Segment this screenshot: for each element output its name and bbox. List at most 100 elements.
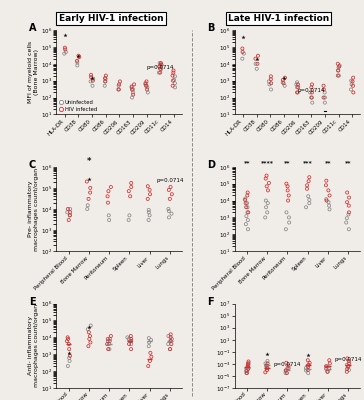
Legend: Uninfected, HIV infected: Uninfected, HIV infected — [59, 100, 97, 112]
Point — [306, 178, 312, 184]
Point — [106, 217, 112, 223]
Point — [65, 336, 71, 342]
Point — [66, 341, 72, 347]
Point — [126, 336, 132, 342]
Point — [107, 338, 112, 344]
Point — [129, 94, 135, 101]
Point — [166, 333, 171, 339]
Point — [84, 206, 90, 212]
Point — [128, 336, 134, 342]
Point — [281, 74, 287, 81]
Point — [172, 80, 178, 86]
Point — [168, 338, 174, 344]
Point — [346, 209, 352, 216]
Point — [345, 211, 351, 218]
Point — [144, 86, 150, 93]
Point — [284, 370, 290, 376]
Point — [105, 200, 111, 206]
Point — [67, 358, 72, 364]
Point — [326, 202, 332, 209]
Point — [107, 346, 112, 352]
Point — [168, 331, 174, 338]
Point — [62, 50, 67, 57]
Point — [285, 183, 290, 190]
Point — [170, 72, 175, 79]
Point — [268, 73, 274, 80]
Point — [86, 196, 91, 202]
Text: Early HIV-1 infection: Early HIV-1 infection — [59, 14, 163, 23]
Point — [167, 338, 173, 344]
Point — [67, 209, 73, 216]
Text: p=0.0714: p=0.0714 — [274, 362, 301, 367]
Text: p=0.0714: p=0.0714 — [335, 357, 362, 362]
Point — [108, 333, 114, 339]
Point — [165, 341, 171, 347]
Point — [170, 70, 176, 76]
Point — [307, 360, 313, 366]
Point — [335, 72, 341, 79]
Point — [106, 212, 112, 218]
Point — [168, 184, 174, 190]
Point — [295, 89, 301, 96]
Point — [130, 91, 136, 98]
Point — [87, 185, 93, 191]
Point — [323, 363, 329, 370]
Point — [145, 89, 151, 96]
Point — [244, 370, 249, 376]
Point — [305, 352, 310, 358]
Point — [305, 193, 311, 200]
Point — [264, 362, 270, 369]
Point — [67, 206, 73, 212]
Point — [105, 346, 111, 352]
Point — [245, 226, 251, 232]
Point — [87, 336, 92, 342]
Point — [102, 78, 108, 85]
Point — [65, 363, 71, 369]
Point — [146, 207, 152, 213]
Point — [264, 183, 270, 190]
Point — [327, 357, 332, 364]
Point — [242, 196, 248, 202]
Point — [66, 346, 72, 352]
Point — [322, 100, 328, 106]
Point — [147, 212, 153, 218]
Point — [157, 63, 162, 70]
Point — [88, 72, 94, 78]
Point — [126, 217, 131, 223]
Point — [321, 94, 327, 101]
Point — [171, 77, 177, 83]
Point — [322, 94, 328, 101]
Point — [66, 350, 71, 356]
Point — [253, 56, 258, 62]
Point — [264, 350, 270, 357]
Point — [106, 188, 111, 194]
Point — [129, 84, 135, 90]
Point — [309, 94, 315, 101]
Point — [345, 364, 351, 370]
Point — [85, 326, 91, 332]
Point — [254, 60, 260, 67]
Point — [343, 219, 349, 226]
Point — [349, 78, 355, 85]
Point — [306, 197, 312, 203]
Point — [240, 45, 245, 52]
Point — [116, 82, 122, 89]
Point — [325, 187, 331, 194]
Point — [351, 89, 356, 96]
Point — [245, 217, 251, 223]
Point — [66, 217, 72, 223]
Point — [87, 189, 93, 196]
Text: p=0.0714: p=0.0714 — [146, 65, 174, 70]
Point — [281, 80, 286, 86]
Point — [284, 180, 289, 187]
Point — [105, 338, 111, 344]
Point — [254, 56, 260, 62]
Point — [335, 67, 341, 74]
Point — [62, 32, 68, 38]
Point — [324, 178, 329, 184]
Point — [263, 197, 269, 204]
Point — [306, 200, 312, 206]
Point — [124, 334, 130, 340]
Point — [306, 362, 312, 368]
Point — [323, 366, 329, 372]
